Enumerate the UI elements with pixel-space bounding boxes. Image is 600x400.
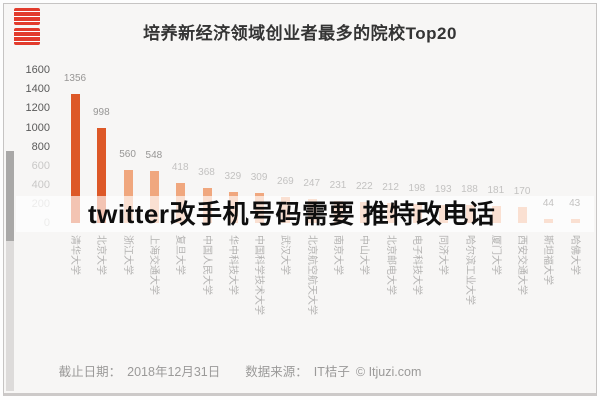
x-axis-label-厦门大学: 厦门大学	[489, 235, 501, 275]
x-axis-label-南京大学: 南京大学	[332, 235, 343, 275]
red-stamp-block-bottom	[14, 28, 40, 45]
x-axis-label-清华大学: 清华大学	[69, 235, 80, 275]
bar-1-清华大学	[71, 94, 80, 223]
value-label-998: 998	[92, 107, 110, 118]
x-axis-label-哈尔滨工业大学: 哈尔滨工业大学	[463, 235, 475, 305]
x-axis-label-武汉大学: 武汉大学	[279, 235, 291, 275]
left-edge-light-strip	[6, 241, 14, 391]
x-axis-label-同济大学: 同济大学	[437, 235, 449, 275]
footer-caption: 截止日期： 2018年12月31日 数据来源： IT桔子 © Itjuzi.com	[4, 361, 596, 380]
value-label-247: 247	[303, 178, 321, 189]
x-axis-label-上海交通大学: 上海交通大学	[147, 235, 159, 295]
bar-2-北京大学	[97, 128, 107, 223]
y-axis-tick-1400: 1400	[25, 83, 50, 96]
value-label-548: 548	[145, 150, 163, 161]
watermark-white-band	[16, 196, 594, 232]
value-label-181: 181	[487, 185, 505, 196]
x-axis-label-浙江大学: 浙江大学	[121, 235, 133, 275]
x-axis-label-电子科技大学: 电子科技大学	[410, 235, 422, 295]
footer-source-label: 数据来源：	[245, 365, 308, 379]
value-label-560: 560	[119, 149, 136, 160]
value-label-368: 368	[198, 167, 215, 178]
x-axis-label-北京大学: 北京大学	[95, 235, 107, 275]
left-edge-gray-strip	[6, 151, 14, 241]
x-axis-label-中国人民大学: 中国人民大学	[200, 235, 212, 295]
chart-title: 培养新经济领域创业者最多的院校Top20	[143, 24, 457, 43]
value-label-44: 44	[542, 198, 554, 209]
chart-image-frame: 培养新经济领域创业者最多的院校Top20 1600 1400 1200 1000 800…	[3, 3, 597, 396]
red-stamp-logo	[14, 8, 42, 49]
footer-deadline-label: 截止日期：	[58, 365, 122, 379]
footer-deadline-value: 2018年12月31日	[127, 365, 221, 379]
footer-source-value: IT桔子	[313, 365, 350, 379]
y-axis-tick-600: 600	[31, 159, 50, 172]
value-label-329: 329	[224, 171, 242, 182]
value-label-193: 193	[434, 184, 452, 195]
x-axis-label-北京航空航天大学: 北京航空航天大学	[305, 235, 317, 315]
x-axis-label-哈佛大学: 哈佛大学	[568, 235, 580, 275]
footer-copyright: © Itjuzi.com	[355, 365, 422, 379]
x-axis-label-西安交通大学: 西安交通大学	[516, 235, 528, 295]
x-axis-label-斯坦福大学: 斯坦福大学	[542, 235, 554, 285]
y-axis-tick-1200: 1200	[25, 102, 50, 115]
value-label-222: 222	[355, 181, 373, 192]
value-label-170: 170	[513, 186, 531, 197]
value-label-43: 43	[569, 198, 581, 209]
y-axis-tick-400: 400	[31, 178, 50, 191]
x-axis-label-中山大学: 中山大学	[358, 235, 370, 275]
x-axis-label-中国科学技术大学: 中国科学技术大学	[253, 235, 265, 315]
value-label-269: 269	[277, 176, 294, 187]
value-label-212: 212	[382, 182, 399, 193]
value-label-418: 418	[171, 162, 189, 173]
watermark-text: twitter改手机号码需要 推特改电话	[88, 199, 496, 229]
y-axis-tick-1600: 1600	[25, 64, 50, 77]
value-label-231: 231	[329, 180, 347, 191]
x-axis-label-华中科技大学: 华中科技大学	[226, 235, 238, 295]
value-label-188: 188	[461, 184, 478, 195]
x-axis-label-北京邮电大学: 北京邮电大学	[384, 235, 396, 295]
y-axis-tick-800: 800	[31, 140, 50, 153]
value-label-309: 309	[250, 172, 268, 183]
red-stamp-block-top	[14, 8, 40, 25]
value-label-198: 198	[408, 183, 426, 194]
value-label-1356: 1356	[63, 73, 87, 84]
x-axis-label-复旦大学: 复旦大学	[174, 235, 186, 275]
y-axis-tick-1000: 1000	[25, 121, 50, 134]
